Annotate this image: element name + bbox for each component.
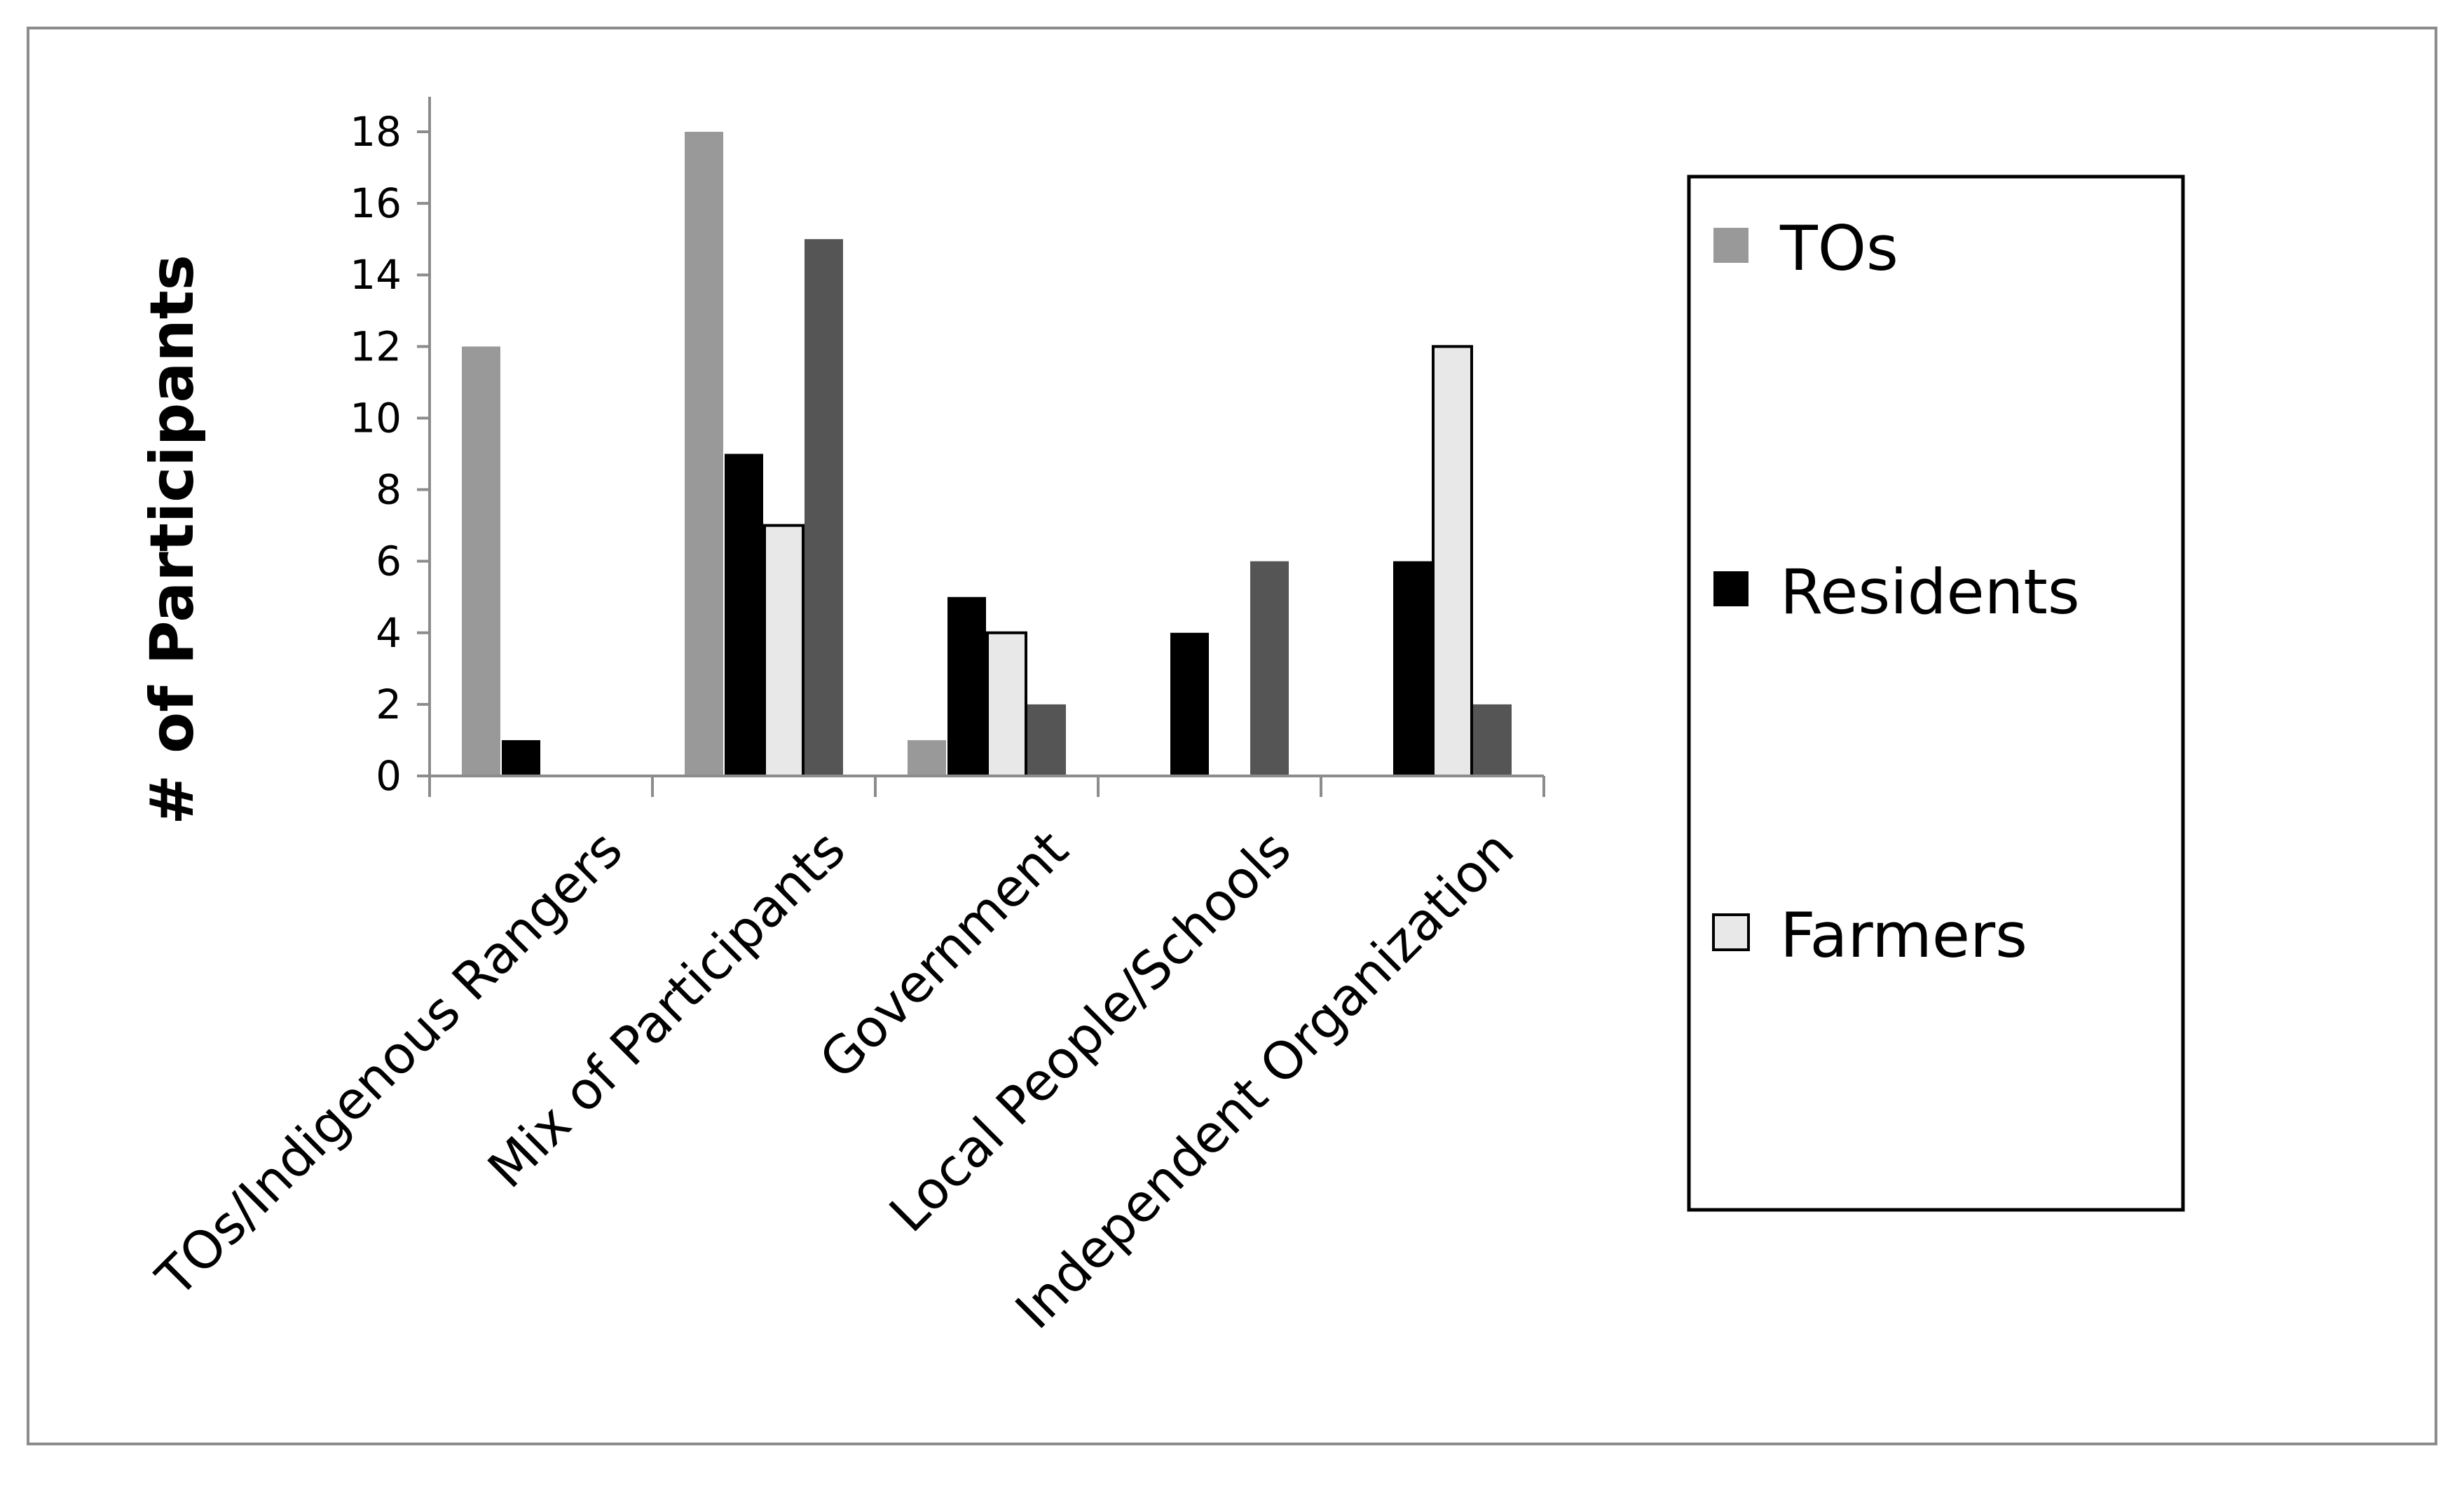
bar-unnamed-series-2 bbox=[1027, 704, 1066, 776]
legend-label-tos: TOs bbox=[1779, 212, 1898, 285]
legend-swatch-tos bbox=[1713, 228, 1748, 263]
y-tick-label: 10 bbox=[350, 394, 402, 442]
y-axis-title: # of Participants bbox=[137, 254, 207, 825]
y-tick-label: 16 bbox=[350, 179, 402, 227]
y-tick-label: 6 bbox=[376, 538, 402, 585]
legend: TOs Residents Farmers bbox=[1687, 175, 2185, 1212]
bar-residents-0 bbox=[502, 739, 540, 776]
bar-farmers-2 bbox=[986, 631, 1027, 777]
y-tick-label: 14 bbox=[350, 251, 402, 299]
legend-label-farmers: Farmers bbox=[1780, 899, 2027, 972]
bar-residents-4 bbox=[1393, 561, 1432, 776]
bar-tos-0 bbox=[462, 346, 500, 776]
bar-unnamed-series-3 bbox=[1250, 561, 1289, 776]
legend-swatch-residents bbox=[1713, 571, 1748, 606]
y-tick-label: 0 bbox=[376, 752, 402, 800]
legend-label-residents: Residents bbox=[1780, 556, 2080, 628]
y-tick-label: 2 bbox=[376, 681, 402, 728]
bar-residents-2 bbox=[947, 597, 986, 776]
bar-unnamed-series-4 bbox=[1473, 704, 1512, 776]
bar-farmers-4 bbox=[1432, 345, 1473, 778]
bar-unnamed-series-1 bbox=[805, 239, 843, 777]
bar-tos-2 bbox=[908, 739, 946, 776]
bar-residents-1 bbox=[725, 454, 763, 776]
bar-farmers-1 bbox=[763, 524, 805, 777]
legend-box bbox=[1687, 175, 2185, 1212]
y-tick-label: 18 bbox=[350, 108, 402, 156]
bar-residents-3 bbox=[1170, 632, 1209, 776]
legend-swatch-farmers bbox=[1712, 913, 1750, 951]
y-tick-label: 12 bbox=[350, 322, 402, 370]
y-tick-label: 8 bbox=[376, 466, 402, 514]
y-tick-label: 4 bbox=[376, 609, 402, 657]
bar-tos-1 bbox=[685, 132, 723, 776]
